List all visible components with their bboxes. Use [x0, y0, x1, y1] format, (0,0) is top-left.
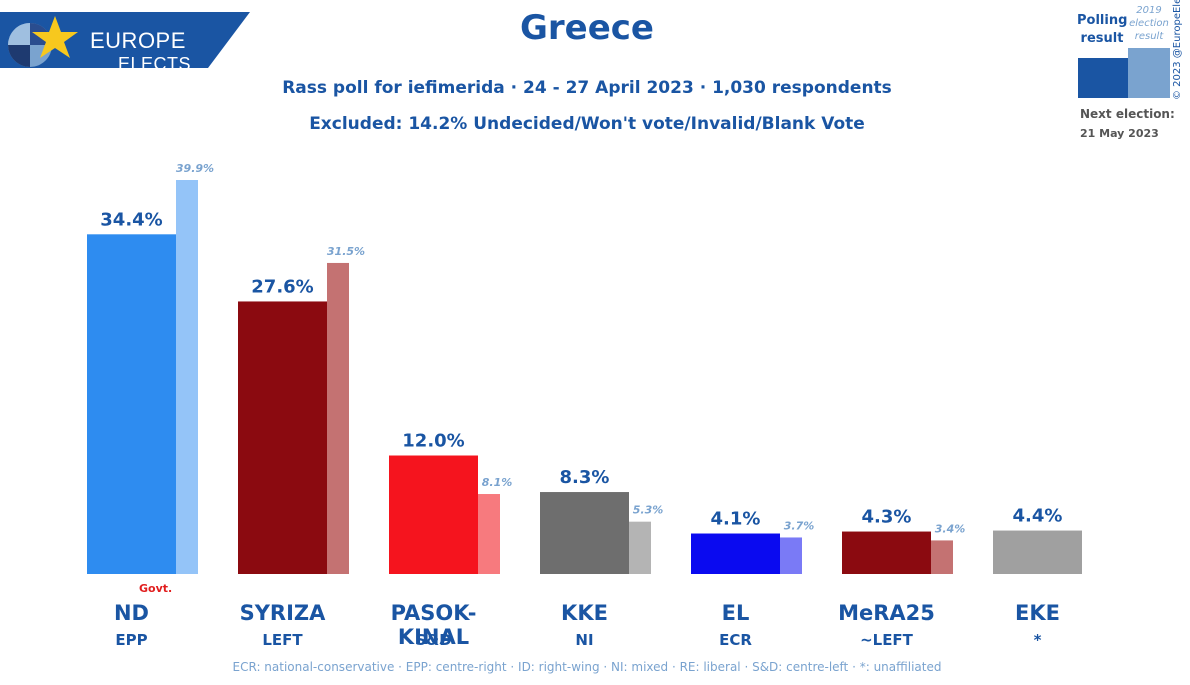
bar-poll-el: [691, 533, 780, 574]
bar-poll-mera25: [842, 531, 931, 574]
legend-poll-label-line2: result: [1080, 31, 1124, 46]
legend-poll-label-line1: Polling: [1077, 13, 1128, 28]
group-footnote: ECR: national-conservative · EPP: centre…: [232, 660, 942, 674]
party-group-eke: *: [1033, 631, 1042, 649]
label-poll-syriza: 27.6%: [251, 276, 313, 297]
excluded-note: Excluded: 14.2% Undecided/Won't vote/Inv…: [309, 114, 865, 134]
label-2019-syriza: 31.5%: [327, 245, 365, 258]
party-name-kke: KKE: [561, 601, 608, 625]
legend-election-swatch: [1128, 48, 1170, 98]
bar-poll-syriza: [238, 301, 327, 574]
bar-poll-pasok-kinal: [389, 455, 478, 574]
bar-poll-eke: [993, 530, 1082, 574]
next-election-date: 21 May 2023: [1080, 127, 1159, 140]
label-2019-el: 3.7%: [784, 519, 815, 532]
chart-subtitle: Rass poll for iefimerida · 24 - 27 April…: [282, 78, 892, 98]
label-2019-pasok-kinal: 8.1%: [482, 476, 513, 489]
party-group-syriza: LEFT: [262, 631, 303, 649]
bar-2019-nd: [176, 180, 198, 574]
legend-election-label-line2: election: [1129, 18, 1169, 29]
label-poll-eke: 4.4%: [1013, 506, 1063, 527]
bar-2019-syriza: [327, 262, 349, 574]
party-name-eke: EKE: [1015, 601, 1060, 625]
party-name-nd: ND: [113, 601, 149, 625]
govt-label: Govt.: [139, 582, 173, 595]
bar-poll-nd: [87, 234, 176, 574]
bar-2019-kke: [629, 521, 651, 574]
bar-2019-mera25: [931, 540, 953, 574]
party-name-syriza: SYRIZA: [239, 601, 326, 625]
party-group-nd: EPP: [115, 631, 148, 649]
bar-poll-kke: [540, 492, 629, 574]
party-name-mera25: MeRA25: [838, 601, 935, 625]
legend-election-label-line1: 2019: [1136, 5, 1162, 16]
label-poll-pasok-kinal: 12.0%: [402, 431, 464, 452]
label-poll-el: 4.1%: [711, 509, 761, 530]
party-group-el: ECR: [719, 631, 752, 649]
party-group-pasok-kinal: S&D: [415, 631, 452, 649]
legend-election-label: 2019 election result: [1127, 4, 1171, 43]
label-2019-kke: 5.3%: [633, 504, 664, 517]
chart-title: Greece: [519, 8, 654, 48]
label-poll-kke: 8.3%: [560, 467, 610, 488]
label-poll-nd: 34.4%: [100, 209, 162, 230]
bar-2019-el: [780, 537, 802, 574]
logo-banner: [0, 12, 250, 68]
next-election-label: Next election:: [1080, 107, 1175, 121]
party-name-el: EL: [721, 601, 750, 625]
legend-election-label-line3: result: [1134, 31, 1164, 42]
label-2019-nd: 39.9%: [176, 162, 214, 175]
party-name-pasok-kinal: PASOK-KINAL: [390, 601, 477, 649]
star-icon: [32, 16, 78, 58]
label-poll-mera25: 4.3%: [862, 507, 912, 528]
party-group-mera25: ~LEFT: [860, 631, 913, 649]
party-group-kke: NI: [575, 631, 594, 649]
bar-2019-pasok-kinal: [478, 494, 500, 574]
logo-text-elects: ELECTS: [118, 54, 192, 74]
europe-elects-logo: EUROPE ELECTS: [0, 12, 250, 74]
label-2019-mera25: 3.4%: [935, 522, 966, 535]
legend-poll-label: Polling result: [1077, 12, 1127, 48]
legend-poll-swatch: [1078, 58, 1128, 98]
logo-text-europe: EUROPE: [90, 28, 186, 53]
